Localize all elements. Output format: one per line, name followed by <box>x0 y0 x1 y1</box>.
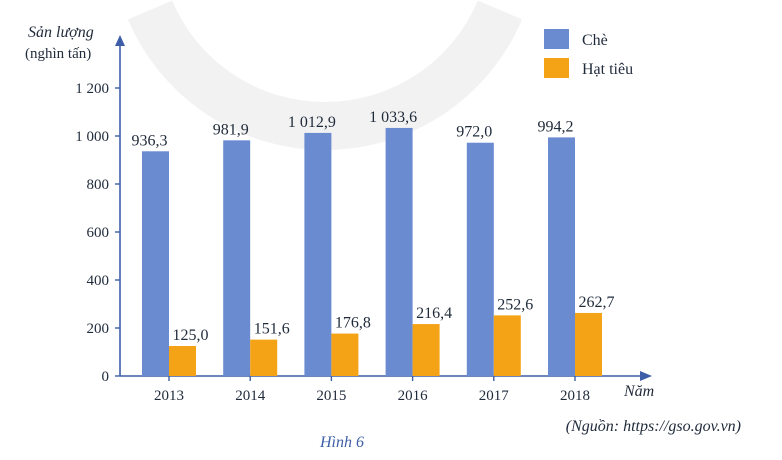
y-tick-label: 600 <box>87 225 110 241</box>
x-tick-label: 2015 <box>316 388 346 404</box>
x-axis-title: Năm <box>623 383 654 400</box>
legend-swatch-che <box>544 29 569 49</box>
data-label-che-2016: 1 033,6 <box>369 109 417 126</box>
bar-che-2015 <box>304 132 332 376</box>
data-label-che-2014: 981,9 <box>213 121 249 138</box>
data-label-hat-tieu-2013: 125,0 <box>173 327 209 344</box>
data-label-che-2015: 1 012,9 <box>288 114 336 131</box>
source-note: (Nguồn: https://gso.gov.vn) <box>566 418 741 435</box>
y-tick-label: 200 <box>87 321 110 337</box>
y-axis-arrow <box>115 35 125 46</box>
legend-swatch-hat-tieu <box>544 58 569 78</box>
bar-hat-tieu-2015 <box>331 333 359 376</box>
x-tick-label: 2016 <box>398 388 429 404</box>
x-axis-arrow <box>640 371 652 381</box>
data-label-hat-tieu-2015: 176,8 <box>335 315 371 332</box>
bar-che-2013 <box>142 151 169 376</box>
bar-che-2016 <box>385 127 413 376</box>
x-tick-label: 2014 <box>235 388 266 404</box>
data-label-che-2013: 936,3 <box>132 132 168 149</box>
data-label-hat-tieu-2016: 216,4 <box>416 305 452 322</box>
data-label-che-2018: 994,2 <box>538 118 574 135</box>
y-axis-title-line1: Sản lượng <box>28 24 94 41</box>
bar-hat-tieu-2018 <box>575 312 602 376</box>
bar-che-2018 <box>548 137 575 376</box>
data-label-che-2017: 972,0 <box>456 124 492 141</box>
bar-hat-tieu-2017 <box>493 315 521 376</box>
y-tick-label: 1 000 <box>75 129 109 145</box>
bars: 936,3 125,0 981,9 151,6 1 012,9 176,8 1 033,6 2… <box>132 109 615 376</box>
watermark <box>127 0 523 150</box>
bar-hat-tieu-2016 <box>412 324 440 376</box>
y-ticks: 0 200 400 600 800 1 000 1 200 <box>75 81 120 385</box>
y-tick-label: 0 <box>102 369 110 385</box>
legend-label-che: Chè <box>582 32 608 49</box>
x-tick-label: 2013 <box>154 388 184 404</box>
y-tick-label: 1 200 <box>75 81 109 97</box>
bar-che-2014 <box>223 140 251 376</box>
legend-label-hat-tieu: Hạt tiêu <box>582 61 633 78</box>
x-tick-label: 2017 <box>479 388 510 404</box>
x-ticks: 2013 2014 2015 2016 2017 2018 <box>154 376 590 404</box>
data-label-hat-tieu-2017: 252,6 <box>497 296 533 313</box>
data-label-hat-tieu-2014: 151,6 <box>254 321 290 338</box>
bar-hat-tieu-2013 <box>169 346 196 376</box>
bar-hat-tieu-2014 <box>250 339 278 376</box>
legend: Chè Hạt tiêu <box>544 29 633 78</box>
bar-che-2017 <box>466 142 494 376</box>
y-tick-label: 400 <box>87 273 110 289</box>
data-label-hat-tieu-2018: 262,7 <box>579 294 615 311</box>
y-tick-label: 800 <box>87 177 110 193</box>
y-axis-title-line2: (nghìn tấn) <box>25 46 91 62</box>
figure-caption: Hình 6 <box>319 434 364 451</box>
x-tick-label: 2018 <box>560 388 590 404</box>
